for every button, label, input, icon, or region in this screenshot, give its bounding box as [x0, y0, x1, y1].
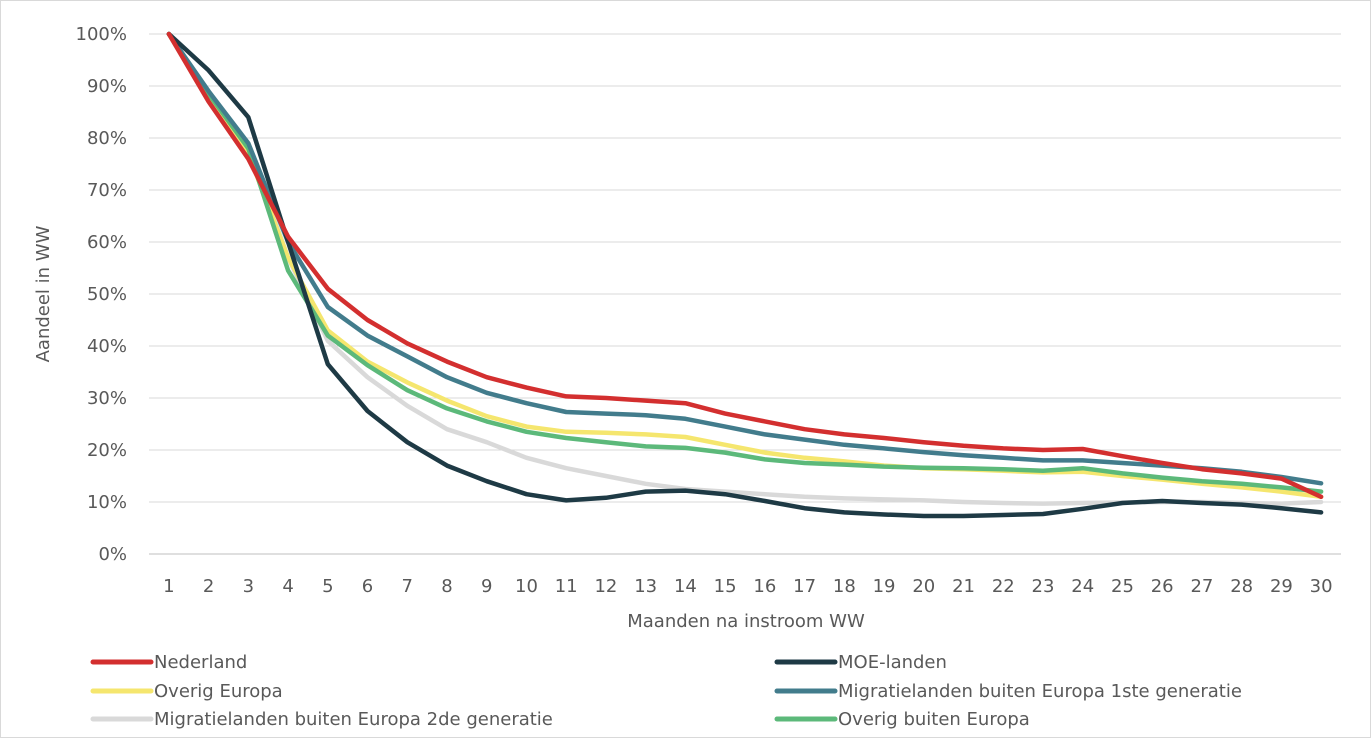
x-tick-label: 10	[515, 576, 538, 597]
x-tick-label: 1	[163, 576, 174, 597]
x-tick-label: 4	[282, 576, 293, 597]
y-tick-label: 50%	[87, 284, 127, 305]
y-tick-labels: 0% 10% 20% 30% 40% 50% 60% 70% 80% 90% 100%	[76, 24, 127, 565]
legend-label: Overig Europa	[154, 681, 283, 702]
series-lines	[166, 31, 1324, 519]
series-line-3	[166, 31, 1324, 500]
y-axis-title: Aandeel in WW	[33, 225, 54, 362]
x-tick-label: 17	[793, 576, 816, 597]
series-line-4	[166, 31, 1324, 486]
y-tick-label: 60%	[87, 232, 127, 253]
x-tick-label: 30	[1310, 576, 1333, 597]
x-tick-label: 26	[1151, 576, 1174, 597]
legend-label: Migratielanden buiten Europa 2de generat…	[154, 709, 553, 730]
x-tick-label: 29	[1270, 576, 1293, 597]
series-line-1	[166, 31, 1324, 500]
x-tick-label: 19	[873, 576, 896, 597]
legend-label: Nederland	[154, 652, 247, 673]
x-axis-title: Maanden na instroom WW	[627, 611, 865, 632]
x-tick-label: 25	[1111, 576, 1134, 597]
x-tick-label: 8	[441, 576, 452, 597]
legend: Nederland MOE-landen Overig Europa Migratie…	[90, 652, 1242, 730]
y-tick-label: 90%	[87, 76, 127, 97]
series-line-6	[166, 31, 1324, 494]
y-tick-label: 100%	[76, 24, 127, 45]
x-tick-label: 22	[992, 576, 1015, 597]
x-tick-label: 11	[555, 576, 578, 597]
x-tick-label: 3	[243, 576, 254, 597]
x-tick-label: 12	[594, 576, 617, 597]
x-tick-label: 2	[203, 576, 214, 597]
x-tick-label: 23	[1032, 576, 1055, 597]
x-tick-label: 7	[402, 576, 413, 597]
series-line-2	[166, 31, 1324, 519]
x-tick-label: 16	[753, 576, 776, 597]
y-tick-label: 70%	[87, 180, 127, 201]
y-tick-label: 30%	[87, 388, 127, 409]
x-tick-label: 9	[481, 576, 492, 597]
x-tick-label: 27	[1190, 576, 1213, 597]
x-tick-label: 24	[1071, 576, 1094, 597]
x-tick-label: 6	[362, 576, 373, 597]
x-tick-label: 20	[912, 576, 935, 597]
x-tick-label: 28	[1230, 576, 1253, 597]
x-tick-label: 5	[322, 576, 333, 597]
y-tick-label: 20%	[87, 440, 127, 461]
x-tick-label: 15	[714, 576, 737, 597]
x-tick-labels: 1 2 3 4 5 6 7 8 9 10 11 12 13 14 15 16 17 18 19 20 21 22 23 24 2…	[163, 576, 1332, 597]
x-tick-label: 21	[952, 576, 975, 597]
x-tick-label: 13	[634, 576, 657, 597]
y-tick-label: 40%	[87, 336, 127, 357]
x-tick-label: 18	[833, 576, 856, 597]
y-tick-label: 80%	[87, 128, 127, 149]
legend-label: MOE-landen	[838, 652, 947, 673]
legend-label: Migratielanden buiten Europa 1ste genera…	[838, 681, 1242, 702]
legend-label: Overig buiten Europa	[838, 709, 1030, 730]
series-line-5	[166, 31, 1324, 506]
gridlines	[149, 33, 1341, 555]
x-tick-label: 14	[674, 576, 697, 597]
y-tick-label: 10%	[87, 492, 127, 513]
y-tick-label: 0%	[98, 544, 127, 565]
